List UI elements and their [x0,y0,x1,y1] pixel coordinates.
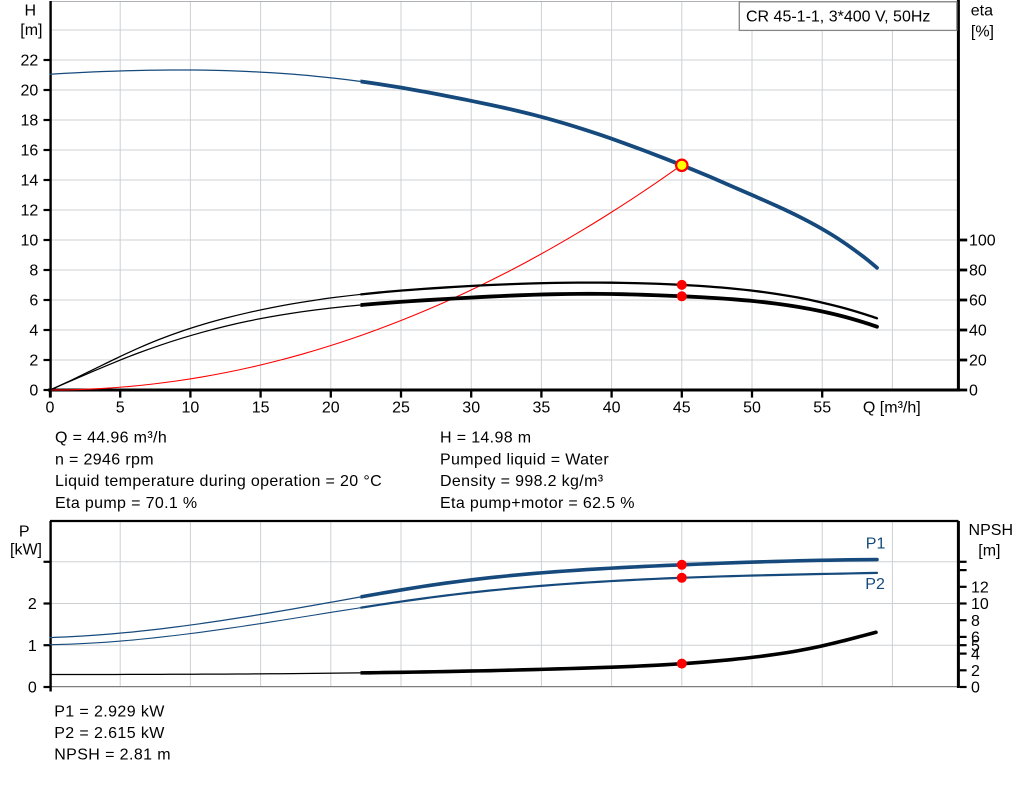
svg-text:80: 80 [969,263,987,280]
svg-text:0: 0 [969,383,978,400]
svg-text:10: 10 [971,596,989,613]
svg-text:NPSH = 2.81 m: NPSH = 2.81 m [54,747,171,764]
svg-text:30: 30 [462,399,480,416]
svg-text:P: P [19,524,30,541]
svg-text:12: 12 [971,580,989,597]
svg-text:H = 14.98 m: H = 14.98 m [440,430,531,447]
svg-text:45: 45 [673,399,691,416]
svg-text:[m]: [m] [20,22,42,39]
svg-text:25: 25 [392,399,410,416]
svg-text:4: 4 [29,323,38,340]
svg-text:Liquid temperature during oper: Liquid temperature during operation = 20… [55,473,382,490]
svg-text:15: 15 [252,399,270,416]
svg-text:Q [m³/h]: Q [m³/h] [863,399,921,416]
svg-text:18: 18 [21,113,39,130]
svg-text:Q = 44.96 m³/h: Q = 44.96 m³/h [55,430,167,447]
svg-text:22: 22 [21,53,39,70]
svg-text:CR 45-1-1, 3*400 V, 50Hz: CR 45-1-1, 3*400 V, 50Hz [746,9,930,26]
svg-text:P1 = 2.929 kW: P1 = 2.929 kW [54,703,165,720]
svg-text:20: 20 [322,399,340,416]
svg-text:0: 0 [28,680,37,697]
svg-text:P1: P1 [866,536,886,553]
svg-text:12: 12 [21,203,39,220]
svg-text:35: 35 [533,399,551,416]
svg-text:10: 10 [182,399,200,416]
svg-text:[kW]: [kW] [10,541,42,558]
svg-text:Eta pump+motor = 62.5 %: Eta pump+motor = 62.5 % [440,495,635,512]
svg-text:0: 0 [46,399,55,416]
svg-text:2: 2 [971,663,980,680]
svg-text:4: 4 [971,646,980,663]
svg-text:Density = 998.2 kg/m³: Density = 998.2 kg/m³ [440,473,604,490]
svg-text:P2 = 2.615 kW: P2 = 2.615 kW [54,725,165,742]
svg-text:NPSH: NPSH [969,522,1013,539]
svg-text:n = 2946 rpm: n = 2946 rpm [55,451,154,468]
svg-text:16: 16 [21,143,39,160]
svg-text:50: 50 [743,399,761,416]
svg-text:P2: P2 [865,576,885,593]
svg-text:5: 5 [116,399,125,416]
svg-text:100: 100 [969,233,996,250]
svg-text:6: 6 [971,630,980,647]
svg-text:2: 2 [29,353,38,370]
svg-text:1: 1 [28,638,37,655]
svg-text:[%]: [%] [971,23,994,40]
svg-text:20: 20 [21,83,39,100]
svg-text:20: 20 [969,353,987,370]
svg-text:H: H [24,2,36,19]
svg-text:8: 8 [971,613,980,630]
svg-text:40: 40 [969,323,987,340]
svg-text:eta: eta [971,3,993,20]
svg-text:Eta pump = 70.1 %: Eta pump = 70.1 % [55,495,197,512]
svg-text:40: 40 [603,399,621,416]
svg-text:8: 8 [29,263,38,280]
svg-text:Pumped liquid = Water: Pumped liquid = Water [440,451,609,468]
svg-text:10: 10 [21,233,39,250]
svg-text:14: 14 [21,173,39,190]
svg-text:6: 6 [29,293,38,310]
svg-text:[m]: [m] [978,542,1000,559]
svg-text:55: 55 [813,399,831,416]
svg-text:60: 60 [969,293,987,310]
svg-text:2: 2 [28,596,37,613]
svg-text:0: 0 [971,680,980,697]
svg-text:0: 0 [29,383,38,400]
svg-text:5: 5 [971,638,980,655]
